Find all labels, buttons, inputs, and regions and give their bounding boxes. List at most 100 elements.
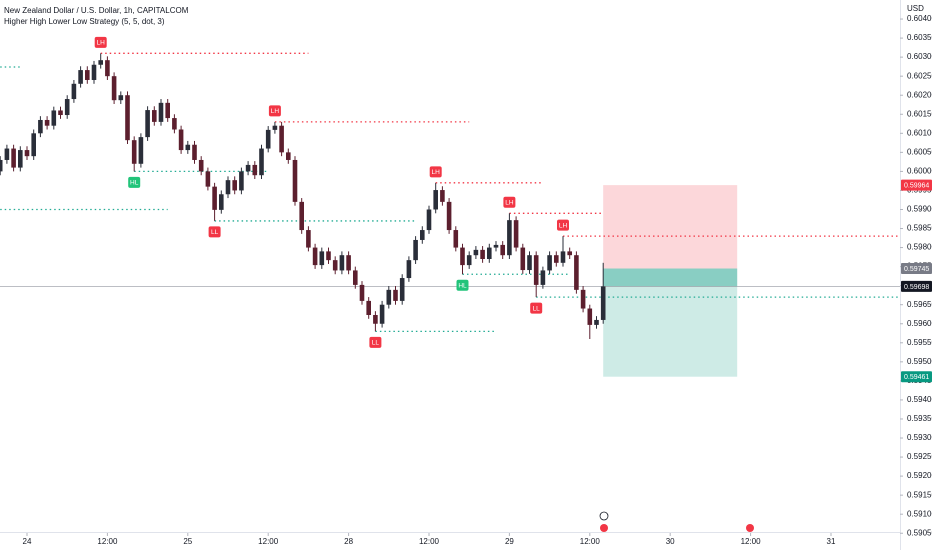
candle-body <box>265 129 271 149</box>
event-icon[interactable] <box>600 524 608 532</box>
candle-body <box>58 110 63 116</box>
pivot-badge <box>94 36 107 48</box>
candle-body <box>165 102 170 119</box>
price-tag-label: 0.59745 <box>904 266 929 273</box>
candle-body <box>533 255 539 285</box>
candle-body <box>560 251 566 263</box>
event-icon[interactable] <box>746 524 754 532</box>
candle-body <box>172 118 177 130</box>
stop-zone <box>603 185 738 269</box>
y-tick-label: 0.59050 <box>907 528 932 537</box>
price-tag <box>901 371 932 383</box>
candle-body <box>426 209 432 231</box>
candle-body <box>453 230 459 248</box>
candle-body <box>198 159 204 172</box>
x-tick-label: 30 <box>666 537 675 546</box>
candle-body <box>587 308 593 325</box>
candle-body <box>466 255 472 266</box>
candle-body <box>279 125 284 153</box>
candle-body <box>580 289 586 309</box>
x-tick-label: 28 <box>344 537 353 546</box>
pivot-badge <box>369 336 382 348</box>
pivot-label: LL <box>211 229 219 236</box>
pivot-badge <box>128 176 141 188</box>
candle-body <box>84 70 90 80</box>
candle-body <box>399 278 405 301</box>
candle-body <box>507 220 512 256</box>
candle-body <box>460 247 465 266</box>
candle-body <box>272 125 278 130</box>
x-tick-label: 31 <box>827 537 836 546</box>
candle-body <box>212 186 217 210</box>
candle-body <box>446 201 452 231</box>
pivot-label: HL <box>458 282 467 289</box>
candle-body <box>239 171 244 191</box>
candle-body <box>574 255 579 290</box>
pivot-label: LH <box>505 200 514 207</box>
pivot-badge <box>503 196 516 208</box>
candle-body <box>4 148 10 160</box>
candle-body <box>232 180 237 191</box>
candle-body <box>285 152 291 160</box>
x-tick-label: 12:00 <box>580 537 601 546</box>
pivot-label: LH <box>559 222 568 229</box>
candle-body <box>64 99 70 116</box>
candle-body <box>299 201 304 231</box>
candle-body <box>38 119 43 134</box>
candle-body <box>520 247 526 271</box>
candle-body <box>553 255 559 263</box>
candle-body <box>600 286 606 320</box>
candle-body <box>71 83 77 100</box>
candle-body <box>98 60 103 65</box>
pivot-badge <box>268 105 281 117</box>
candle-body <box>379 304 385 324</box>
price-tag <box>901 263 932 275</box>
pivot-badge <box>429 166 442 178</box>
x-tick-label: 25 <box>183 537 192 546</box>
event-icon[interactable] <box>599 511 609 521</box>
candle-body <box>540 270 546 285</box>
candle-body <box>513 220 519 248</box>
candle-body <box>406 260 412 279</box>
candle-body <box>145 110 150 138</box>
candle-body <box>245 164 251 172</box>
price-tag <box>901 280 932 292</box>
candle-body <box>433 190 438 210</box>
pivot-label: LH <box>432 169 441 176</box>
candle-body <box>225 180 231 195</box>
candle-body <box>527 255 532 271</box>
pivot-label: HL <box>130 180 139 187</box>
candle-body <box>11 148 16 168</box>
candle-body <box>594 319 599 325</box>
pivot-label: LH <box>271 108 280 115</box>
candle-body <box>419 230 425 240</box>
candle-body <box>31 133 37 157</box>
candle-body <box>480 249 485 260</box>
candle-body <box>359 284 365 301</box>
candle-body <box>192 144 197 160</box>
candle-body <box>386 289 392 305</box>
candle-body <box>473 249 479 256</box>
y-axis-label: USD <box>907 4 924 13</box>
candle-body <box>306 230 311 248</box>
candle-body <box>105 60 110 77</box>
candle-body <box>252 164 258 176</box>
candle-body <box>24 150 30 157</box>
pivot-badge <box>208 226 221 238</box>
price-tag-label: 0.59698 <box>904 284 929 291</box>
x-tick-label: 24 <box>23 537 32 546</box>
